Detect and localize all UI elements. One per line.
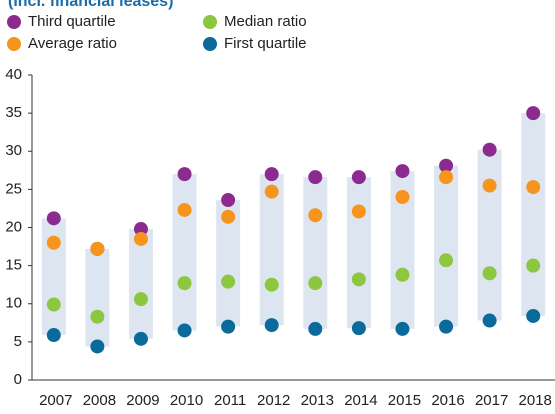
dot — [439, 158, 454, 173]
legend-swatch — [7, 37, 21, 51]
x-tick-label: 2009 — [126, 392, 159, 409]
dot — [439, 319, 454, 334]
dot — [221, 319, 236, 334]
dot — [221, 193, 236, 208]
y-tick-label: 10 — [5, 295, 22, 312]
dot — [308, 208, 323, 223]
legend-swatch — [203, 15, 217, 29]
x-tick-label: 2018 — [519, 392, 552, 409]
y-tick-label: 5 — [14, 333, 22, 350]
dot — [308, 170, 323, 185]
range-band — [434, 165, 459, 327]
range-band — [172, 174, 197, 331]
dot — [395, 164, 410, 179]
dot — [482, 266, 497, 281]
legend-label: Third quartile — [28, 13, 116, 30]
dot — [46, 211, 61, 226]
dot — [482, 178, 497, 193]
dot — [526, 258, 541, 273]
legend-swatch — [203, 37, 217, 51]
y-tick-label: 0 — [14, 371, 22, 388]
dot — [221, 209, 236, 224]
dot — [90, 241, 105, 256]
range-band — [85, 248, 110, 347]
dot — [177, 323, 192, 338]
dot — [395, 267, 410, 282]
dot — [264, 184, 279, 199]
legend-label: Median ratio — [224, 13, 307, 30]
dot — [177, 276, 192, 291]
range-band — [477, 149, 502, 321]
y-tick-label: 25 — [5, 180, 22, 197]
dot — [395, 321, 410, 336]
dot — [526, 308, 541, 323]
dot — [351, 321, 366, 336]
x-tick-label: 2015 — [388, 392, 421, 409]
x-tick-label: 2017 — [475, 392, 508, 409]
chart-title: (incl. financial leases) — [8, 0, 173, 10]
x-tick-label: 2008 — [83, 392, 116, 409]
dot — [177, 202, 192, 217]
dot — [482, 313, 497, 328]
dot — [90, 339, 105, 354]
dot — [133, 231, 148, 246]
dot — [177, 167, 192, 182]
y-tick-label: 35 — [5, 104, 22, 121]
legend-label: First quartile — [224, 35, 307, 52]
x-tick-label: 2014 — [344, 392, 377, 409]
dot — [264, 318, 279, 333]
dot — [351, 170, 366, 185]
dot — [90, 309, 105, 324]
dot — [264, 167, 279, 182]
dot — [351, 204, 366, 219]
dot — [221, 274, 236, 289]
x-tick-label: 2013 — [301, 392, 334, 409]
dot — [395, 190, 410, 204]
range-band — [521, 113, 546, 316]
legend-swatch — [7, 15, 21, 29]
dot — [351, 272, 366, 287]
x-tick-label: 2010 — [170, 392, 203, 409]
dot — [46, 297, 61, 312]
dot — [439, 170, 454, 185]
x-tick-label: 2007 — [39, 392, 72, 409]
dot — [526, 180, 541, 195]
y-tick-label: 15 — [5, 257, 22, 274]
dot — [439, 253, 454, 268]
dot — [482, 142, 497, 157]
dot — [526, 106, 541, 121]
legend-label: Average ratio — [28, 35, 117, 52]
dot — [308, 276, 323, 291]
y-tick-label: 30 — [5, 142, 22, 159]
x-tick-label: 2012 — [257, 392, 290, 409]
y-tick-label: 20 — [5, 218, 22, 235]
dot — [46, 328, 61, 343]
range-band — [346, 177, 371, 329]
dot — [46, 235, 61, 250]
range-band — [128, 229, 153, 339]
x-tick-label: 2011 — [214, 392, 246, 409]
dot — [133, 292, 148, 307]
y-tick-label: 40 — [5, 66, 22, 83]
dot — [133, 222, 148, 237]
x-tick-label: 2016 — [431, 392, 464, 409]
dot — [308, 321, 323, 336]
dot — [133, 331, 148, 346]
range-band — [259, 174, 284, 326]
range-band — [303, 177, 328, 329]
dot — [264, 277, 279, 292]
